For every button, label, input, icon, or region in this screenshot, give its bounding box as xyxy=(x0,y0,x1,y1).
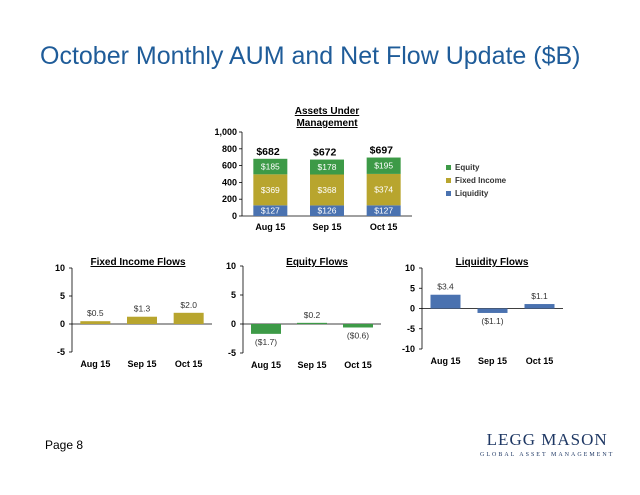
aum-y-tick-label: 400 xyxy=(222,177,237,187)
fixed-income-data-label: $1.3 xyxy=(134,304,151,314)
aum-segment-label: $195 xyxy=(374,161,393,171)
aum-y-tick-label: 0 xyxy=(232,211,237,221)
aum-y-tick-label: 200 xyxy=(222,194,237,204)
liquidity-chart-title: Liquidity Flows xyxy=(456,257,529,268)
aum-segment-label: $127 xyxy=(261,206,280,216)
liquidity-y-tick-label: -5 xyxy=(407,324,415,334)
aum-bar-fixed-income xyxy=(310,174,344,206)
fixed-income-bar xyxy=(80,321,111,324)
aum-y-tick-label: 600 xyxy=(222,161,237,171)
legend-swatch xyxy=(446,191,451,196)
fixed-income-x-tick-label: Aug 15 xyxy=(80,359,110,369)
liquidity-x-tick-label: Aug 15 xyxy=(430,356,460,366)
fixed-income-x-tick-label: Oct 15 xyxy=(175,359,203,369)
aum-total-label: $682 xyxy=(256,146,280,158)
equity-data-label: ($1.7) xyxy=(255,337,277,347)
liquidity-flows-chart: Liquidity Flows -10 -5 0 5 10 $3.4 Aug 15 ($1.1)… xyxy=(402,257,563,366)
page-title: October Monthly AUM and Net Flow Update … xyxy=(40,42,581,70)
equity-data-label: $0.2 xyxy=(304,310,321,320)
aum-bar-liquidity xyxy=(253,205,288,216)
equity-y-tick-label: 10 xyxy=(226,261,236,271)
equity-bar xyxy=(343,324,373,328)
liquidity-y-tick-label: -10 xyxy=(402,344,415,354)
equity-y-tick-label: -5 xyxy=(228,348,236,358)
aum-bar-fixed-income xyxy=(366,173,401,206)
aum-x-tick-label: Aug 15 xyxy=(255,222,285,232)
aum-bar-fixed-income xyxy=(253,174,288,206)
legg-mason-logo: LEGG MASON GLOBAL ASSET MANAGEMENT xyxy=(480,430,614,458)
aum-y-tick-label: 800 xyxy=(222,144,237,154)
aum-segment-label: $178 xyxy=(318,162,337,172)
page-number: Page 8 xyxy=(45,438,84,452)
aum-bar-equity xyxy=(310,159,344,175)
aum-bar-liquidity xyxy=(366,205,401,216)
aum-chart-title: Assets Under xyxy=(295,106,360,117)
legend-entry: Liquidity xyxy=(455,189,489,198)
fixed-income-y-tick-label: -5 xyxy=(57,347,65,357)
liquidity-bar xyxy=(430,294,461,309)
fixed-income-data-label: $2.0 xyxy=(180,300,197,310)
liquidity-x-tick-label: Sep 15 xyxy=(478,356,507,366)
fixed-income-bar xyxy=(173,312,204,324)
legend-entry: Fixed Income xyxy=(455,176,507,185)
aum-segment-label: $185 xyxy=(261,162,280,172)
liquidity-x-tick-label: Oct 15 xyxy=(526,356,554,366)
equity-chart-title: Equity Flows xyxy=(286,257,348,268)
aum-segment-label: $368 xyxy=(318,185,337,195)
fixed-income-data-label: $0.5 xyxy=(87,308,104,318)
aum-bar-liquidity xyxy=(310,205,344,216)
equity-x-tick-label: Aug 15 xyxy=(251,360,281,370)
logo-sub-text: GLOBAL ASSET MANAGEMENT xyxy=(480,452,615,458)
fixed-income-bar xyxy=(127,316,157,324)
equity-x-tick-label: Sep 15 xyxy=(297,360,326,370)
liquidity-data-label: $3.4 xyxy=(437,282,454,292)
equity-y-tick-label: 5 xyxy=(231,290,236,300)
equity-data-label: ($0.6) xyxy=(347,330,369,340)
fixed-income-y-tick-label: 0 xyxy=(60,319,65,329)
aum-segment-label: $374 xyxy=(374,185,393,195)
aum-bar-equity xyxy=(253,158,288,175)
equity-bar xyxy=(251,324,281,334)
aum-bar-equity xyxy=(366,157,401,174)
equity-flows-chart: Equity Flows -5 0 5 10 ($1.7) Aug 15 $0.2 Sep 15… xyxy=(226,257,381,370)
fixed-income-flows-chart: Fixed Income Flows -5 0 5 10 $0.5 Aug 15 $1.3 Se… xyxy=(55,257,212,369)
legend-entry: Equity xyxy=(455,163,480,172)
fixed-income-y-tick-label: 10 xyxy=(55,263,65,273)
aum-total-label: $697 xyxy=(370,145,394,157)
equity-x-tick-label: Oct 15 xyxy=(344,360,372,370)
legend-swatch xyxy=(446,178,451,183)
aum-segment-label: $126 xyxy=(318,206,337,216)
liquidity-y-tick-label: 10 xyxy=(405,263,415,273)
aum-segment-label: $369 xyxy=(261,185,280,195)
aum-x-tick-label: Oct 15 xyxy=(370,222,398,232)
aum-segment-label: $127 xyxy=(374,206,393,216)
fixed-income-chart-title: Fixed Income Flows xyxy=(90,257,185,268)
aum-y-tick-label: 1,000 xyxy=(214,127,237,137)
legend-swatch xyxy=(446,165,451,170)
equity-y-tick-label: 0 xyxy=(231,319,236,329)
logo-main-text: LEGG MASON xyxy=(486,430,608,449)
fixed-income-x-tick-label: Sep 15 xyxy=(127,359,156,369)
equity-bar xyxy=(297,322,327,325)
aum-chart-title: Management xyxy=(296,118,358,129)
liquidity-bar xyxy=(524,304,555,309)
fixed-income-y-tick-label: 5 xyxy=(60,291,65,301)
aum-total-label: $672 xyxy=(313,147,337,159)
aum-x-tick-label: Sep 15 xyxy=(312,222,341,232)
liquidity-bar xyxy=(477,308,508,313)
liquidity-data-label: ($1.1) xyxy=(481,316,503,326)
aum-legend: Equity Fixed Income Liquidity xyxy=(446,163,507,198)
liquidity-y-tick-label: 5 xyxy=(410,283,415,293)
liquidity-data-label: $1.1 xyxy=(531,291,548,301)
liquidity-y-tick-label: 0 xyxy=(410,304,415,314)
